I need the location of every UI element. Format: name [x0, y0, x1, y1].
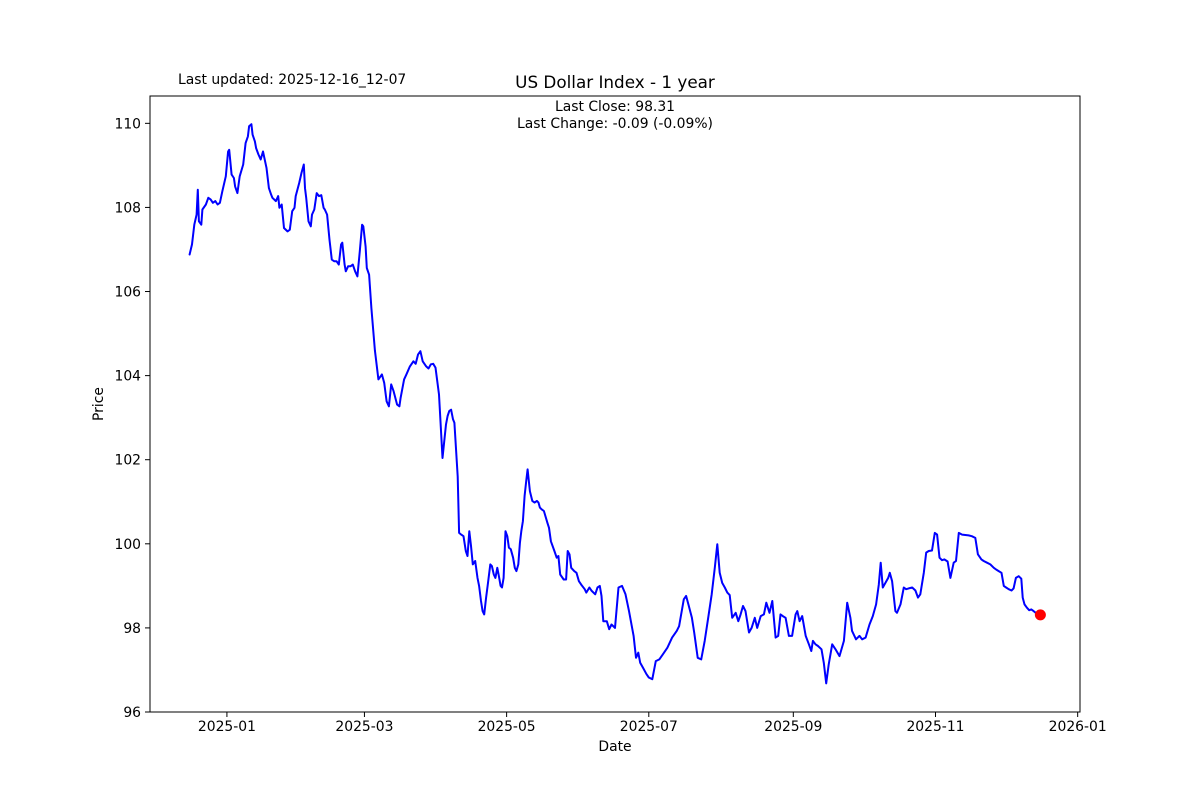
y-tick-label: 106 — [114, 285, 141, 301]
last-change-annotation: Last Change: -0.09 (-0.09%) — [517, 116, 713, 132]
y-tick-label: 108 — [114, 200, 141, 216]
y-axis-label: Price — [91, 387, 107, 421]
last-close-annotation: Last Close: 98.31 — [555, 99, 675, 115]
x-tick-label: 2025-11 — [906, 719, 964, 735]
x-axis-label: Date — [598, 739, 631, 755]
last-close-marker-dot — [1034, 609, 1046, 621]
y-tick-label: 110 — [114, 116, 141, 132]
y-tick-label: 104 — [114, 369, 141, 385]
price-line-series — [188, 123, 1042, 685]
plot-area: 2025-01 2025-03 2025-05 2025-07 2025-09 2025-… — [114, 95, 1107, 735]
y-tick-label: 96 — [123, 705, 141, 721]
x-tick-label: 2025-07 — [620, 719, 678, 735]
x-tick-label: 2025-09 — [764, 719, 822, 735]
y-tick-label: 98 — [123, 621, 141, 637]
axes-frame — [149, 95, 1081, 713]
x-tick-label: 2025-05 — [478, 719, 536, 735]
x-tick-label: 2025-03 — [335, 719, 393, 735]
last-updated-text: Last updated: 2025-12-16_12-07 — [178, 72, 406, 88]
chart-title: US Dollar Index - 1 year — [515, 72, 715, 92]
x-tick-label: 2026-01 — [1049, 719, 1107, 735]
y-tick-label: 100 — [114, 537, 141, 553]
y-tick-label: 102 — [114, 453, 141, 469]
x-tick-label: 2025-01 — [198, 719, 256, 735]
